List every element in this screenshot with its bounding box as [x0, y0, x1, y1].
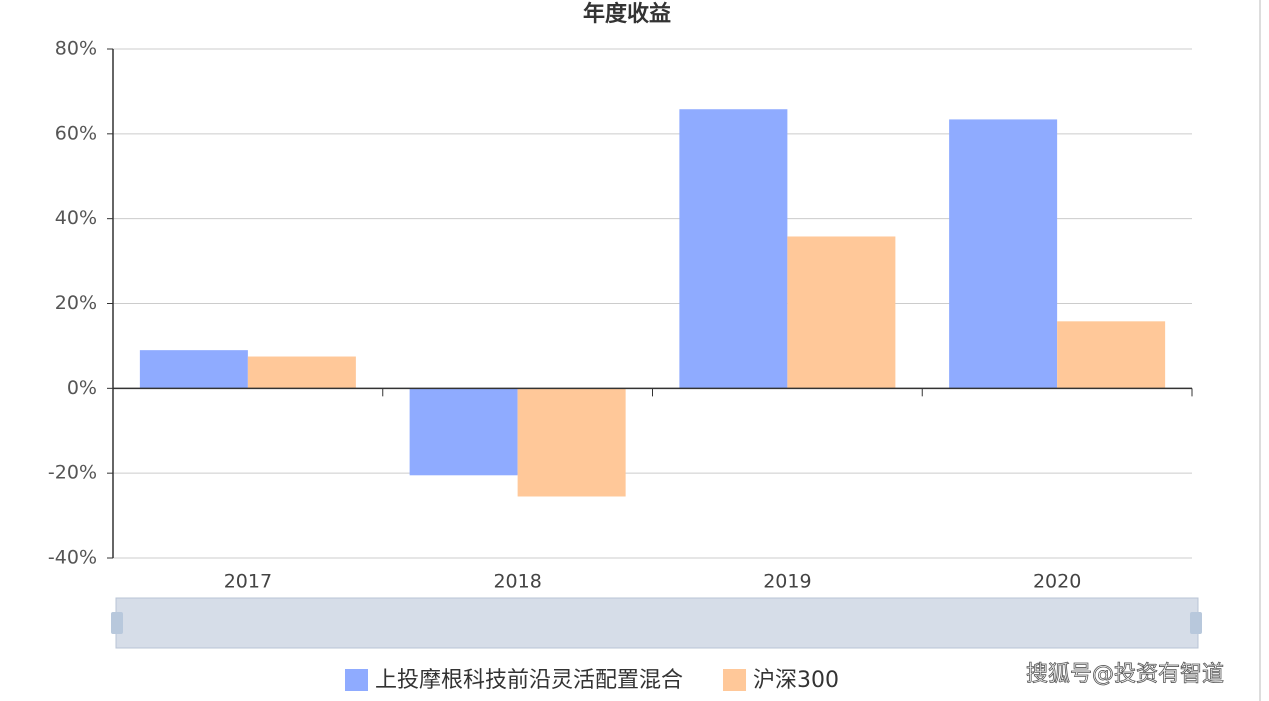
x-tick-label: 2018: [493, 571, 541, 593]
bar: [1057, 321, 1166, 389]
bar: [679, 109, 788, 389]
y-tick-label: 60%: [55, 122, 97, 144]
slider-handle[interactable]: [1190, 612, 1202, 634]
slider-handle[interactable]: [111, 612, 123, 634]
legend-swatch: [345, 669, 368, 691]
chart-title: 年度收益: [583, 1, 671, 27]
bar: [949, 119, 1058, 389]
y-tick-label: 80%: [55, 38, 97, 60]
x-tick-label: 2020: [1033, 571, 1081, 593]
y-tick-label: 40%: [55, 207, 97, 229]
slider-track[interactable]: [115, 597, 1199, 649]
bar: [247, 356, 356, 389]
y-tick-label: -20%: [48, 462, 97, 484]
bar: [139, 350, 248, 389]
zoom-slider[interactable]: [111, 597, 1202, 649]
bar: [517, 388, 626, 497]
x-tick-label: 2019: [763, 571, 811, 593]
legend-swatch: [723, 669, 747, 691]
legend-label: 上投摩根科技前沿灵活配置混合: [375, 668, 683, 693]
y-tick-label: -40%: [48, 547, 97, 569]
y-tick-label: 20%: [55, 292, 97, 314]
watermark: 搜狐号@投资有智道: [1026, 662, 1224, 687]
x-tick-label: 2017: [224, 571, 272, 593]
legend-label: 沪深300: [753, 668, 839, 693]
bar: [787, 236, 896, 389]
y-tick-label: 0%: [67, 377, 97, 399]
bar: [409, 388, 518, 476]
